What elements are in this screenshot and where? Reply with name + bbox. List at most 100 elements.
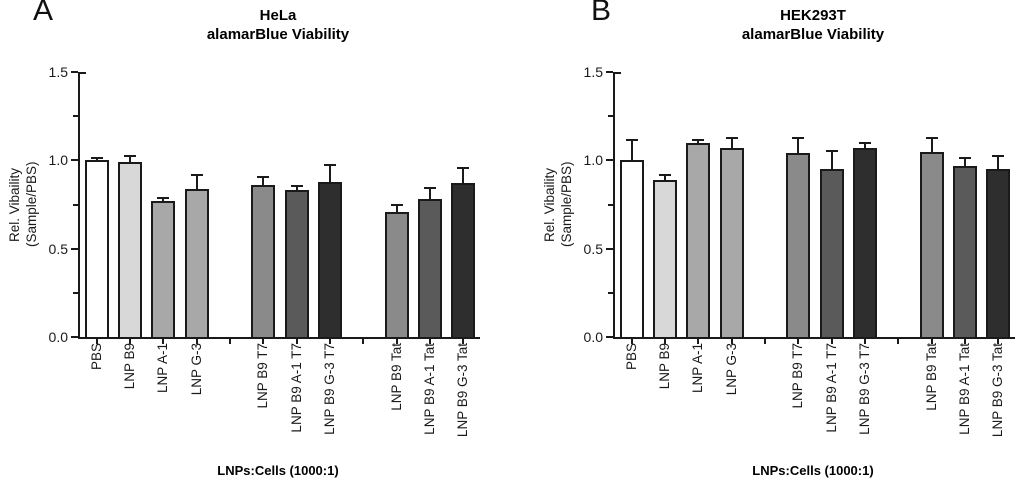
error-bar-cap: [290, 184, 303, 187]
x-axis-tick: [395, 339, 398, 344]
y-axis-label-line-2: (Sample/PBS): [559, 161, 574, 248]
x-axis-category-label: LNP B9 A-1 Tat: [957, 343, 972, 435]
y-axis-tick-label: 1.0: [583, 152, 603, 169]
x-axis-tick: [697, 339, 700, 344]
x-axis-tick: [162, 339, 165, 344]
x-axis-tick: [730, 339, 733, 344]
x-axis-tick: [429, 339, 431, 344]
y-axis-label: Rel. Vibaility (Sample/PBS): [6, 72, 40, 337]
x-axis-category-label: LNP G-3: [723, 343, 739, 396]
x-axis-tick: [664, 339, 666, 344]
error-bar: [95, 158, 98, 161]
error-bar: [830, 151, 833, 170]
x-axis-tick: [229, 339, 231, 344]
chart-title-line-1: HeLa: [259, 7, 297, 24]
y-axis-major-tick: [606, 159, 613, 162]
x-axis-category-label: LNP B9 A-1 T7: [823, 343, 839, 433]
error-bar-cap: [324, 163, 336, 166]
x-axis-tick: [864, 339, 866, 344]
error-bar: [730, 139, 733, 148]
error-bar: [997, 156, 1000, 170]
error-bar-cap: [792, 137, 805, 140]
error-bar-cap: [257, 176, 270, 178]
error-bar-cap: [157, 197, 170, 200]
error-bar-cap: [625, 138, 638, 141]
error-bar: [395, 206, 398, 212]
chart-title-hela: HeLa alamarBlue Viability: [78, 6, 478, 44]
y-axis-major-tick: [71, 159, 78, 162]
y-axis-major-tick: [71, 247, 78, 250]
x-axis-tick: [630, 339, 633, 344]
bar-lnp-b9-a-1-tat: [418, 199, 442, 337]
bar-lnp-b9-g-3-t7: [853, 147, 877, 337]
bar-lnp-b9-tat: [919, 151, 944, 337]
x-axis-tick: [329, 339, 331, 344]
y-axis-tick-label: 0.0: [48, 329, 68, 345]
x-axis-category-label: LNP B9 A-1 T7: [288, 343, 304, 433]
chart-title-hek293t: HEK293T alamarBlue Viability: [613, 6, 1013, 44]
error-bar: [129, 156, 131, 163]
bar-lnp-a-1: [686, 142, 711, 337]
x-axis-tick: [964, 339, 966, 344]
x-axis-category-label: LNP A-1: [690, 343, 706, 394]
error-bar: [429, 188, 431, 200]
error-bar: [295, 186, 298, 191]
x-axis-category-label: LNP B9 Tat: [388, 343, 404, 411]
y-axis-tick-label: 1.5: [583, 64, 603, 80]
bar-lnp-a-1: [151, 200, 176, 337]
y-axis-tick-label: 1.5: [48, 64, 68, 80]
y-axis-minor-tick: [73, 203, 78, 206]
bar-lnp-b9: [653, 179, 677, 337]
x-axis-category-label: LNP B9 G-3 T7: [322, 343, 337, 435]
x-axis-category-label: LNP B9 A-1 Tat: [422, 343, 437, 435]
plot-area-hela: 0.0 0.5 1.0 1.5 PBS LNP B9 LNP A-1 LNP G-3 LNP B…: [49, 64, 480, 437]
x-axis-caption: LNPs:Cells (1000:1): [217, 463, 339, 478]
x-axis-tick: [797, 339, 800, 344]
y-axis-minor-tick: [608, 291, 613, 294]
x-axis-tick: [262, 339, 265, 344]
error-bar-cap: [124, 154, 136, 157]
bar-lnp-b9-g-3-tat: [986, 169, 1011, 337]
y-axis-minor-tick: [608, 203, 613, 206]
chart-title-line-2: alamarBlue Viability: [741, 26, 885, 43]
y-axis-major-tick: [606, 336, 613, 338]
error-bar: [462, 169, 465, 184]
y-axis-label-line-1: Rel. Vibaility: [542, 167, 557, 242]
error-bar-cap: [659, 174, 671, 177]
x-axis-tick: [764, 339, 766, 344]
panel-b-hek293t: B HEK293T alamarBlue Viability Rel. Viba…: [535, 0, 1024, 491]
bar-lnp-b9-t7: [786, 153, 811, 337]
bar-lnp-g-3: [719, 147, 744, 337]
x-axis-category-label: LNP B9: [122, 343, 137, 390]
x-axis-category-label: LNP B9 T7: [790, 343, 806, 409]
x-axis-tick: [830, 339, 833, 344]
x-axis-caption: LNPs:Cells (1000:1): [752, 463, 874, 478]
x-axis-tick: [295, 339, 298, 344]
y-axis-major-tick: [606, 71, 613, 73]
error-bar-cap: [825, 149, 838, 152]
y-axis-minor-tick: [73, 115, 78, 118]
y-axis-tick-label: 0.5: [583, 240, 603, 257]
bar-lnp-b9-tat: [384, 211, 409, 337]
bar-pbs: [619, 160, 644, 337]
y-axis-minor-tick: [608, 115, 613, 118]
x-axis-category-label: LNP A-1: [155, 343, 171, 394]
error-bar-cap: [692, 138, 705, 141]
error-bar-cap: [725, 137, 738, 140]
error-bar-cap: [190, 174, 203, 177]
x-axis-category-label: PBS: [88, 343, 104, 371]
x-axis-tick: [195, 339, 198, 344]
bar-lnp-b9: [118, 162, 142, 337]
error-bar: [162, 199, 165, 201]
error-bar: [797, 139, 800, 154]
error-bar: [664, 176, 666, 180]
bar-lnp-b9-a-1-t7: [284, 190, 309, 337]
bar-lnp-b9-g-3-tat: [451, 183, 476, 337]
panel-a-hela: A HeLa alamarBlue Viability Rel. Vibaili…: [6, 0, 480, 478]
chart-title-line-1: HEK293T: [780, 7, 846, 24]
error-bar: [697, 140, 700, 143]
y-axis-end-tick: [615, 72, 621, 74]
bar-lnp-b9-g-3-t7: [318, 181, 342, 337]
error-bar: [630, 140, 633, 161]
